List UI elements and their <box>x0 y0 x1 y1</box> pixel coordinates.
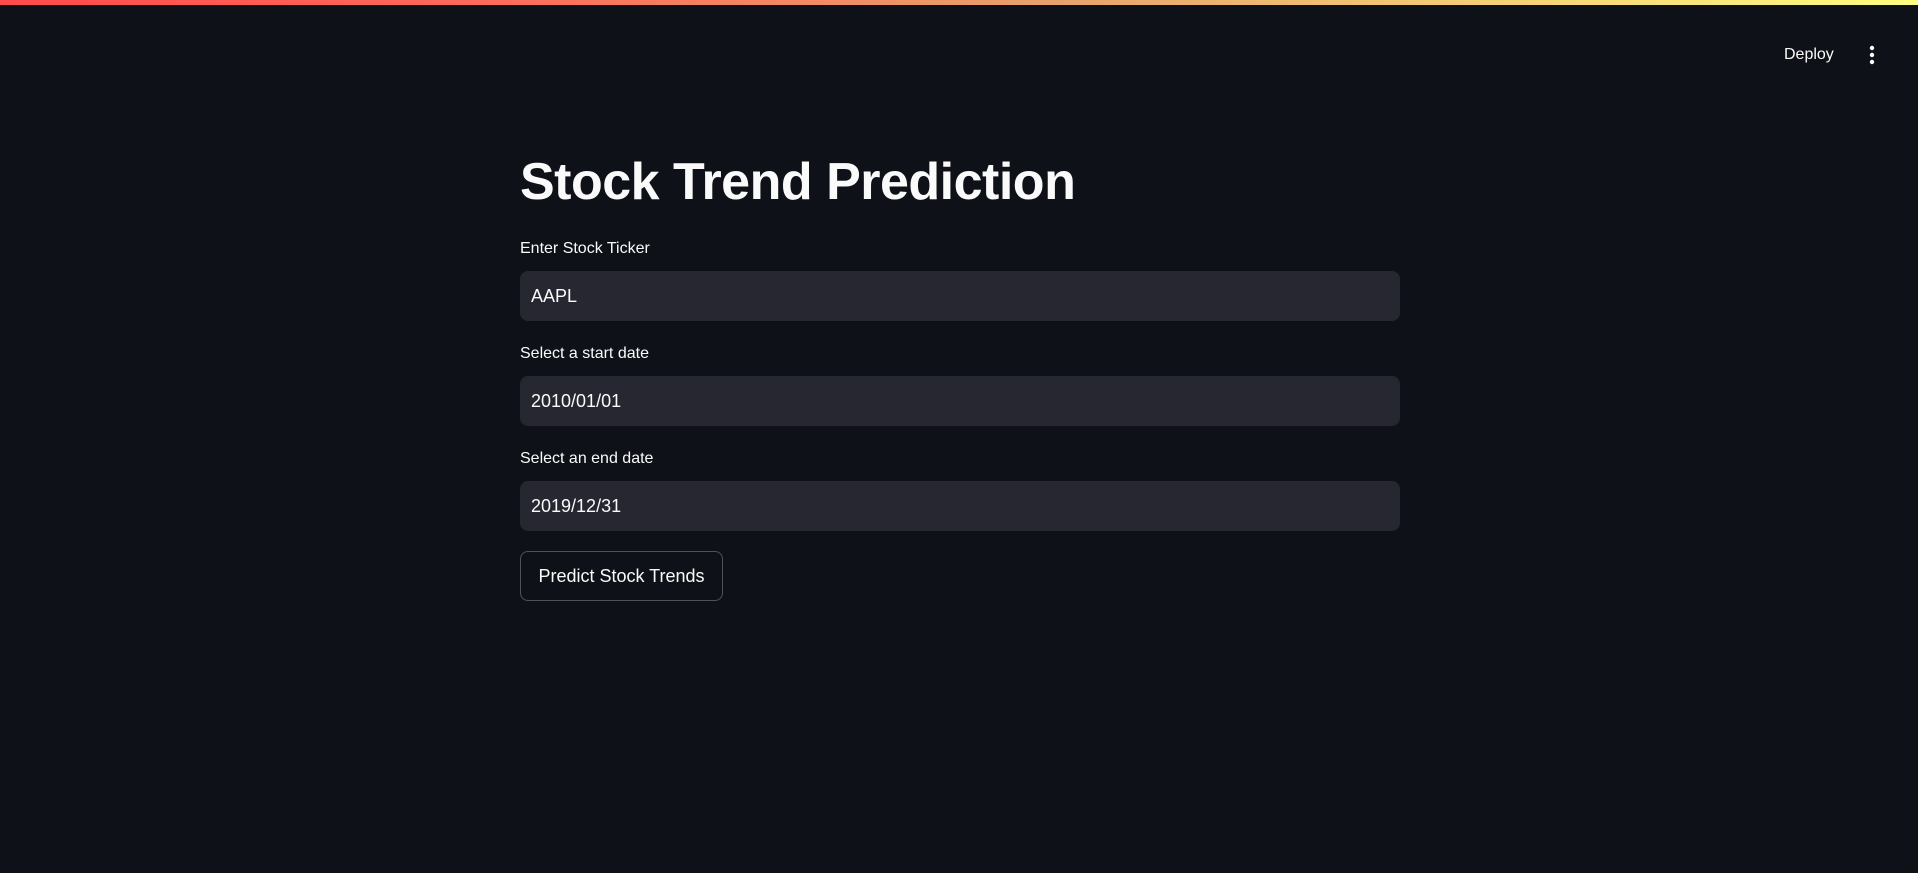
top-decoration-bar <box>0 0 1918 5</box>
ticker-label: Enter Stock Ticker <box>520 240 650 257</box>
start-date-label: Select a start date <box>520 345 649 362</box>
app-header: Deploy <box>0 5 1918 95</box>
vertical-ellipsis-icon <box>1869 45 1875 65</box>
predict-stock-trends-button[interactable]: Predict Stock Trends <box>520 551 723 601</box>
deploy-button[interactable]: Deploy <box>1784 46 1834 63</box>
end-date-input[interactable] <box>520 481 1400 531</box>
main-menu-button[interactable] <box>1858 40 1886 70</box>
start-date-input[interactable] <box>520 376 1400 426</box>
ticker-input[interactable] <box>520 271 1400 321</box>
page-title: Stock Trend Prediction <box>520 153 1076 211</box>
end-date-label: Select an end date <box>520 450 654 467</box>
